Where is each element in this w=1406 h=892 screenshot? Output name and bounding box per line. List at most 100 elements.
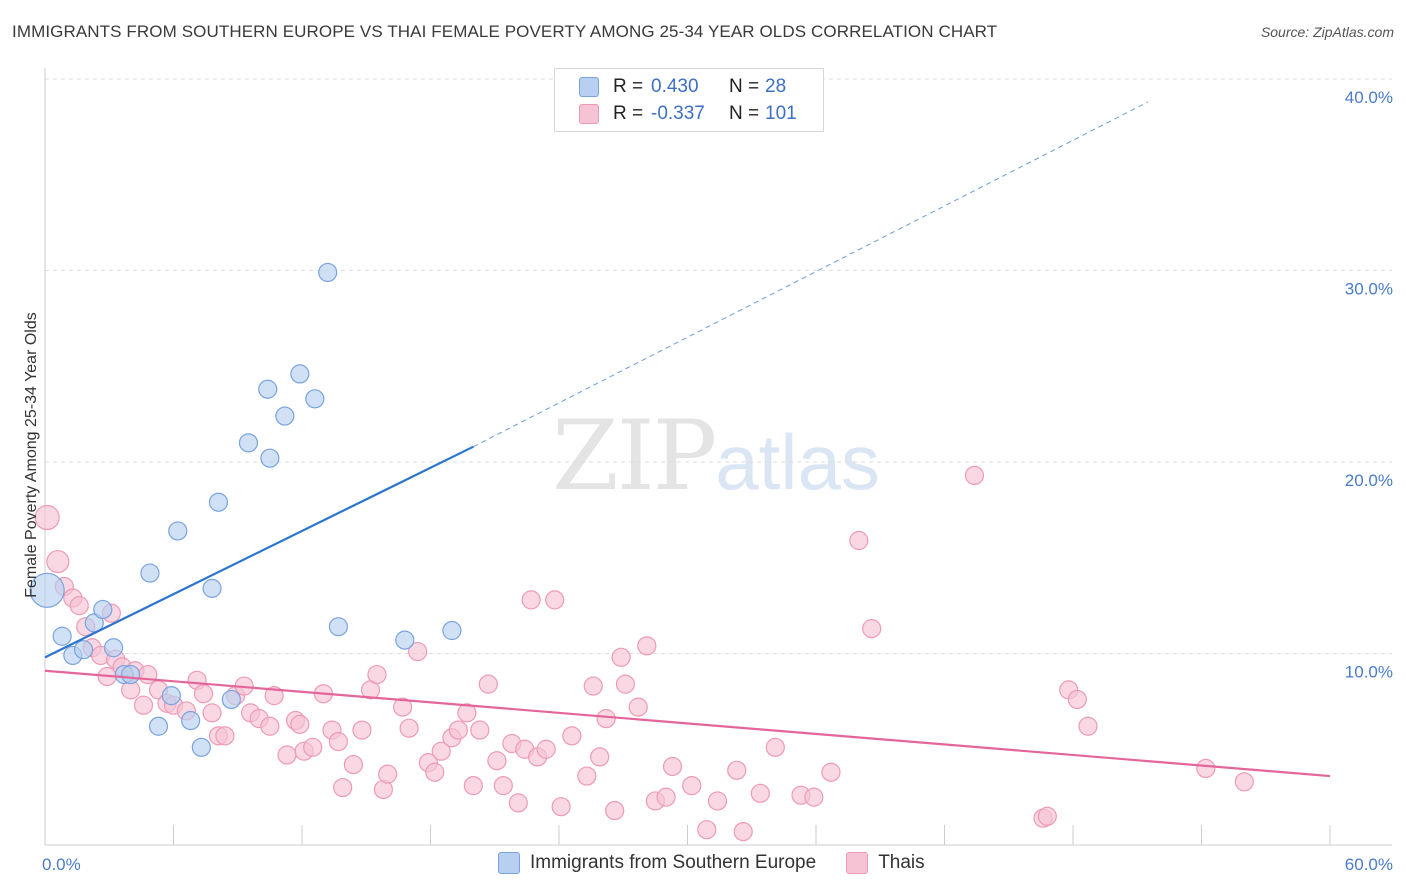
southern-europe-point [221,689,241,710]
southern-europe-point [290,364,310,384]
southern-europe-point [52,626,72,646]
trend-lines [44,101,1331,778]
thais-point [508,793,528,813]
thais-point [596,709,616,729]
thais-point [1037,806,1057,826]
x-tick-label-max: 60.0% [1345,855,1393,874]
thais-point [656,787,676,807]
thais-point [352,720,372,740]
thais-point [590,747,610,767]
y-axis-title: Female Poverty Among 25-34 Year Olds [23,312,40,598]
thais-point [487,751,507,771]
thais-point [733,821,753,842]
thais-point [215,726,235,746]
y-tick-label: 30.0% [1345,280,1393,299]
thais-points [34,465,1254,842]
southern-europe-point [168,521,188,541]
watermark-zip: ZIP [552,400,717,512]
legend-label-thais: Thais [878,852,925,873]
legend-item-thais[interactable]: Thais [846,852,925,874]
thais-point [290,714,310,734]
southern-europe-point [275,406,295,426]
legend-item-southern-europe[interactable]: Immigrants from Southern Europe [498,852,816,874]
thais-point [193,684,214,704]
y-tick-label: 10.0% [1345,663,1393,682]
thais-point [260,716,280,736]
thais-point [328,731,349,752]
southern-europe-point [181,710,201,731]
southern-europe-point [73,640,94,660]
axis-labels: 10.0% 20.0% 30.0% 40.0% 0.0% 60.0% Female Pove… [23,88,1393,874]
southern-europe-point [258,379,278,399]
legend-r-label: R = [613,103,644,124]
thais-point [862,619,882,639]
legend-swatch-pink [579,104,599,124]
thais-point [202,703,222,723]
thais-point [551,797,571,817]
thais-point [849,530,869,551]
legend-r-value: 0.430 [651,76,699,97]
southern-europe-point [318,262,338,283]
thais-point [367,664,387,685]
watermark: ZIPatlas [552,400,880,512]
thais-point [493,776,513,796]
thais-point [46,549,70,574]
southern-europe-point [161,686,181,706]
legend-n-label: N = [729,103,760,124]
thais-point [964,465,985,486]
southern-europe-trend-line [44,445,474,659]
thais-point [562,726,582,746]
y-tick-label: 20.0% [1345,471,1393,490]
thais-point [448,720,468,740]
thais-trend-line [44,669,1331,778]
series-legend: Immigrants from Southern Europe Thais [498,852,955,874]
thais-point [1067,689,1087,710]
southern-europe-point [328,617,349,637]
legend-n-value: 101 [765,103,797,124]
chart-title: IMMIGRANTS FROM SOUTHERN EUROPE VS THAI … [12,22,998,41]
thais-point [277,745,297,765]
thais-point [765,737,785,757]
legend-r-value: -0.337 [651,103,705,124]
x-tick-label-min: 0.0% [42,855,81,874]
thais-point [264,686,284,706]
southern-europe-point [93,599,113,620]
y-tick-label: 40.0% [1345,88,1393,107]
thais-point [457,703,477,723]
thais-point [662,756,683,777]
southern-europe-point [140,563,160,583]
thais-point [611,647,631,667]
thais-point [425,762,445,782]
southern-europe-point [442,620,462,641]
thais-point [583,676,603,696]
southern-europe-point [208,492,229,512]
southern-europe-point [148,716,169,736]
thais-point [545,590,565,610]
legend-row-southern-europe: R = 0.430 N = 28 [579,75,786,99]
thais-point [1234,772,1254,792]
chart-source: Source: ZipAtlas.com [1260,24,1394,40]
thais-point [615,674,635,694]
legend-r-label: R = [613,76,644,97]
southern-europe-point [202,578,222,598]
thais-point [470,720,490,740]
grid-lines [45,78,1392,654]
thais-point [431,741,451,761]
thais-point [393,697,413,717]
thais-point [69,596,89,616]
southern-europe-point [305,389,325,409]
southern-europe-point [121,664,141,685]
thais-point [34,504,60,531]
legend-swatch-blue [498,852,520,874]
southern-europe-point [191,737,211,757]
thais-point [378,764,398,784]
thais-point [399,718,419,738]
thais-point [408,641,428,662]
thais-point [1196,758,1216,779]
thais-point [682,776,702,796]
thais-point [707,791,728,811]
thais-point [727,760,747,780]
legend-n-value: 28 [765,76,787,97]
thais-point [821,762,841,782]
southern-europe-point [395,630,415,650]
